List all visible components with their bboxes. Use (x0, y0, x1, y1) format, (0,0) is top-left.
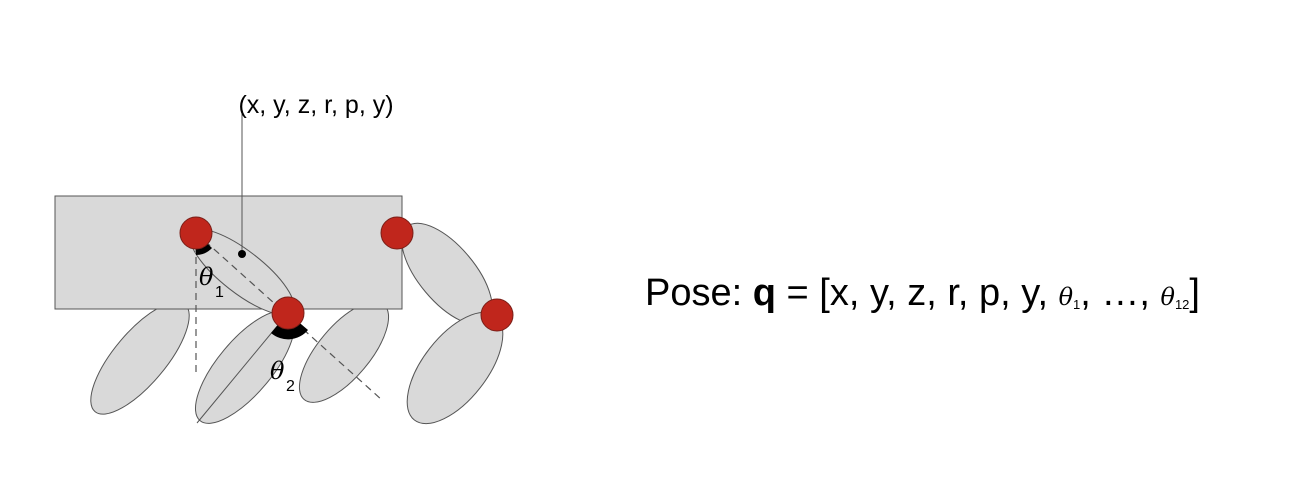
pose-vars: x, y, z, r, p, y, (829, 272, 1059, 314)
pose-theta-first-index: 1 (1073, 297, 1081, 312)
theta1-index: 1 (215, 284, 224, 301)
theta2-symbol: θ (270, 357, 285, 385)
base-pose-label: (x, y, z, r, p, y) (238, 91, 393, 119)
pose-close: ] (1189, 272, 1200, 314)
front-knee-joint (271, 296, 305, 330)
base-pose-point (238, 250, 246, 258)
theta1-symbol: θ (199, 263, 214, 291)
pose-theta-last-index: 12 (1174, 297, 1190, 312)
front-hip-joint (179, 216, 213, 250)
theta2-index: 2 (286, 378, 295, 395)
pose-theta-first: θ (1058, 283, 1074, 311)
pose-q-symbol: q (752, 272, 776, 314)
pose-ellipsis: , …, (1080, 272, 1161, 314)
robot-diagram: (x, y, z, r, p, y) θ 1 θ 2 (54, 91, 514, 425)
rear-knee-joint (480, 298, 514, 332)
rear-hip-joint (380, 216, 414, 250)
pose-theta-last: θ (1160, 283, 1175, 311)
pose-prefix: Pose: (645, 272, 753, 314)
pose-equation: Pose: q = [x, y, z, r, p, y, θ1, …, θ12] (645, 272, 1200, 315)
pose-equals: = [ (775, 272, 830, 314)
